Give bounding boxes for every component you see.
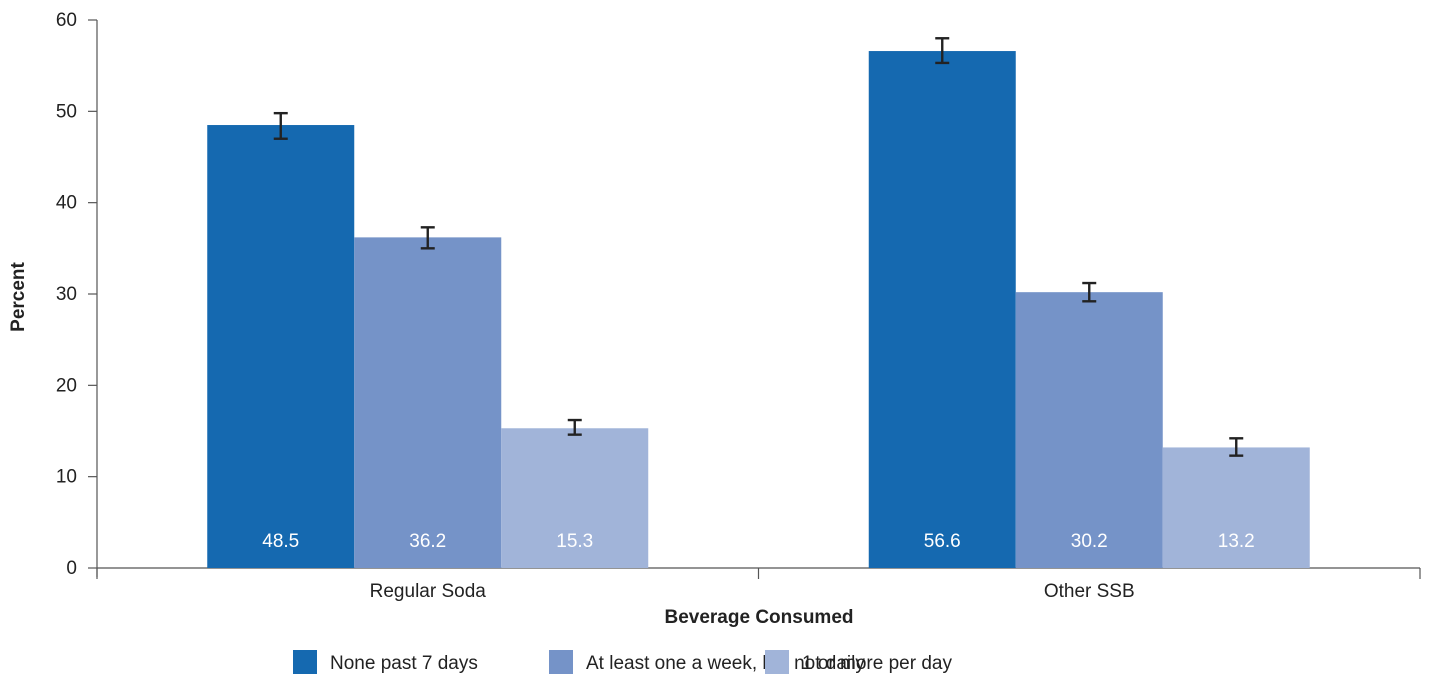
bar-value-label: 36.2 [409,531,446,552]
x-axis-title: Beverage Consumed [664,607,853,628]
legend-swatch [765,650,789,674]
bar-value-label: 13.2 [1218,531,1255,552]
bar[interactable] [354,237,502,568]
bar[interactable] [868,51,1016,568]
y-tick-label: 10 [56,467,77,488]
y-tick-label: 40 [56,193,77,214]
x-tick-label: Regular Soda [370,581,487,602]
y-tick-label: 0 [66,558,77,579]
y-tick-label: 50 [56,101,77,122]
legend-swatch [293,650,317,674]
y-axis: 0 10 20 30 40 50 60 [56,10,98,579]
bar-value-label: 15.3 [556,531,593,552]
bar[interactable] [501,428,649,568]
legend-label: At least one a week, but not daily [586,653,865,674]
bar[interactable] [207,125,355,569]
legend: None past 7 days At least one a week, but… [293,650,952,674]
bar-value-label: 56.6 [924,531,961,552]
bar[interactable] [1015,292,1163,568]
bar[interactable] [1162,447,1310,568]
y-tick-label: 30 [56,284,77,305]
legend-label: None past 7 days [330,653,478,674]
x-tick-label: Other SSB [1044,581,1135,602]
bars: 48.5 36.2 15.3 56.6 30.2 13.2 [207,37,1310,569]
y-axis-title: Percent [8,261,29,331]
y-tick-label: 20 [56,375,77,396]
y-tick-label: 60 [56,10,77,31]
legend-swatch [549,650,573,674]
bar-value-label: 48.5 [262,531,299,552]
legend-label: 1 or more per day [802,653,952,674]
bar-value-label: 30.2 [1071,531,1108,552]
x-axis: Regular Soda Other SSB [96,567,1421,602]
